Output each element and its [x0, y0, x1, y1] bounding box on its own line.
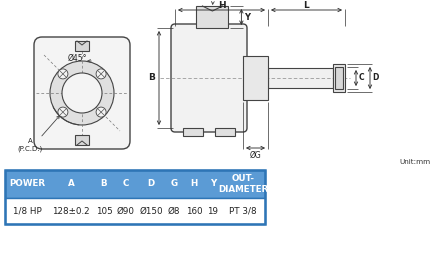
Text: Y: Y	[210, 180, 216, 188]
Text: 1/8 HP: 1/8 HP	[13, 207, 41, 215]
Text: Ø45°: Ø45°	[68, 53, 87, 62]
Bar	[183, 128, 203, 136]
Text: Unit:mm: Unit:mm	[399, 159, 430, 165]
Text: OUT-
DIAMETER: OUT- DIAMETER	[218, 174, 268, 194]
Text: PT 3/8: PT 3/8	[229, 207, 257, 215]
Text: Ø8: Ø8	[168, 207, 180, 215]
Text: D: D	[372, 73, 378, 83]
Circle shape	[58, 107, 68, 117]
Text: Y: Y	[245, 12, 250, 22]
Text: L: L	[304, 1, 310, 9]
Circle shape	[62, 73, 102, 113]
Text: Ø90: Ø90	[117, 207, 135, 215]
Text: Ø150: Ø150	[139, 207, 163, 215]
Circle shape	[50, 61, 114, 125]
Text: D: D	[147, 180, 155, 188]
FancyBboxPatch shape	[171, 24, 247, 132]
Text: C: C	[123, 180, 129, 188]
Bar	[243, 56, 268, 100]
Bar	[75, 41, 89, 51]
Text: C: C	[358, 73, 364, 83]
Bar	[335, 67, 343, 89]
Bar	[5, 170, 265, 198]
Text: A: A	[68, 180, 74, 188]
FancyBboxPatch shape	[34, 37, 130, 149]
Bar	[268, 68, 333, 88]
Text: B: B	[149, 73, 155, 83]
Text: POWER: POWER	[9, 180, 45, 188]
Bar	[75, 135, 89, 145]
Bar	[215, 128, 235, 136]
Circle shape	[96, 107, 106, 117]
Text: 19: 19	[207, 207, 219, 215]
Text: ØG: ØG	[250, 150, 261, 160]
Text: 160: 160	[185, 207, 202, 215]
Circle shape	[96, 69, 106, 79]
Circle shape	[58, 69, 68, 79]
Bar	[333, 64, 345, 92]
Bar	[5, 170, 265, 224]
Text: G: G	[170, 180, 177, 188]
Bar	[5, 198, 265, 224]
Text: A
(P.C.D.): A (P.C.D.)	[17, 138, 43, 152]
Bar	[196, 6, 228, 28]
Text: 105: 105	[95, 207, 112, 215]
Text: B: B	[101, 180, 108, 188]
Text: H: H	[190, 180, 198, 188]
Text: 128±0.2: 128±0.2	[52, 207, 90, 215]
Text: H: H	[218, 1, 225, 9]
